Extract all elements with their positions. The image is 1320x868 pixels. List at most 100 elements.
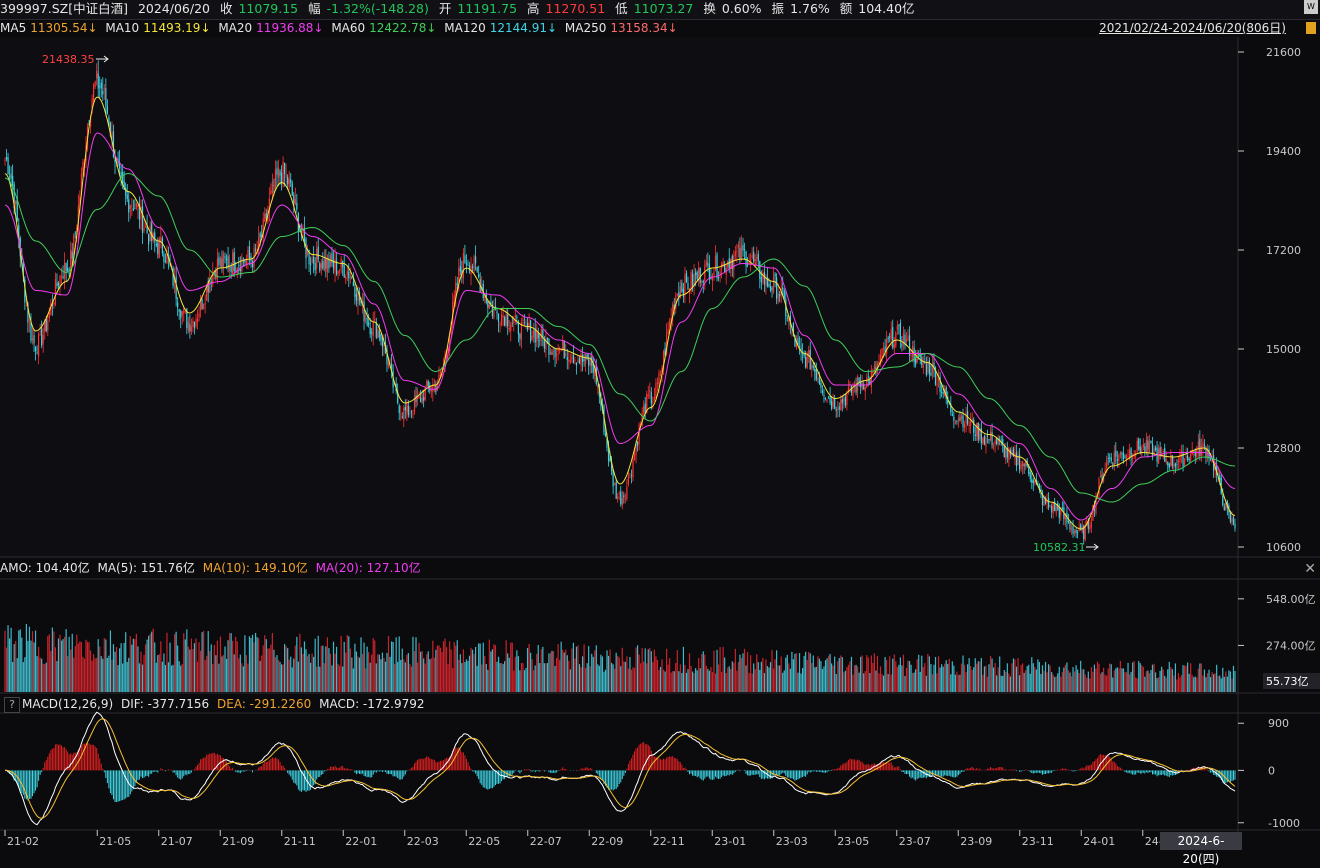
lock-icon[interactable] (1306, 22, 1316, 34)
candle (59, 274, 61, 296)
amo-bar (733, 662, 735, 692)
amo-bar (719, 647, 721, 692)
candle (873, 361, 876, 374)
kline-chart[interactable]: 21600 19400 17200 15000 12800 10600 548.00亿 274… (0, 0, 1320, 850)
amo-bar (852, 674, 854, 692)
amo-bar (50, 650, 52, 692)
candle (627, 470, 630, 487)
candle (1070, 524, 1073, 535)
amo-bar (1188, 673, 1190, 692)
window-corner-icon[interactable]: W (1304, 0, 1318, 14)
amo-bar (85, 639, 87, 692)
amo-bar (441, 652, 443, 692)
amo-bar (1206, 673, 1209, 692)
amo-bar (1073, 671, 1076, 692)
amo-bar (204, 660, 206, 692)
help-icon[interactable]: ? (4, 697, 20, 713)
candle (1092, 504, 1094, 521)
candle (716, 252, 718, 282)
candle (847, 379, 850, 395)
dif-line (4, 711, 1236, 826)
amo-bar (979, 661, 981, 692)
amo-bar (598, 665, 600, 692)
candle (843, 393, 845, 409)
amo-bar (594, 650, 596, 692)
candle (33, 329, 35, 353)
amo-bar (1167, 669, 1169, 692)
amo-bar (846, 667, 848, 692)
amo-bar (592, 656, 594, 692)
amo-bar (144, 644, 147, 692)
amo-bar (797, 672, 799, 692)
candle (785, 290, 787, 326)
amo-bar (1211, 672, 1213, 692)
candle (355, 287, 358, 307)
amo-bar (805, 651, 807, 692)
candle (643, 400, 645, 416)
amo-ma10: MA(10): 149.10亿 (202, 561, 308, 575)
amo-bar (25, 623, 27, 692)
amo-bar (445, 647, 448, 692)
candle (201, 295, 203, 311)
amo-bar (919, 671, 921, 692)
amo-bar (1141, 665, 1143, 692)
candle (817, 370, 819, 384)
candle (164, 253, 167, 264)
candle (309, 256, 312, 275)
candle (629, 472, 631, 479)
amo-bar (942, 666, 944, 692)
candle (887, 335, 889, 344)
amo-ma20: MA(20): 127.10亿 (315, 561, 421, 575)
amo-bar (595, 645, 597, 692)
amo-bar (1063, 667, 1065, 692)
candle (1200, 438, 1202, 462)
amo-bar (768, 667, 770, 692)
amo-bar (771, 649, 773, 692)
amo-bar (366, 646, 368, 692)
amo-bar (525, 667, 527, 692)
amo-bar (1067, 670, 1070, 692)
candle (279, 169, 281, 185)
candle (475, 245, 477, 271)
candle (650, 387, 652, 410)
candle (144, 222, 147, 229)
amo-bar (7, 625, 9, 692)
amo-bar (213, 645, 215, 692)
amo-bar (155, 662, 157, 692)
candle (1168, 462, 1170, 471)
amo-bar (328, 648, 330, 692)
amo-bar (757, 662, 759, 692)
amo-bar (406, 654, 408, 692)
amo-bar (345, 652, 347, 692)
candle (354, 281, 356, 305)
amo-bar (896, 666, 898, 692)
amo-bar (174, 634, 176, 692)
amo-bar (254, 632, 257, 692)
candle (889, 332, 891, 343)
candle (1049, 504, 1051, 508)
candle (105, 78, 107, 117)
candle (56, 273, 58, 289)
amo-bar (114, 651, 116, 692)
date-range-selector[interactable]: 2021/02/24-2024/06/20(806日) (1099, 21, 1286, 35)
amo-bar (658, 670, 660, 692)
candle (928, 357, 931, 382)
amo-bar (395, 637, 397, 692)
amo-bar (209, 650, 211, 692)
amo-bar (601, 656, 604, 692)
candle (698, 261, 700, 287)
candle (769, 280, 772, 293)
candle (53, 302, 55, 310)
symbol-label[interactable]: 399997.SZ[中证白酒] (0, 1, 128, 16)
amo-bar (1113, 670, 1115, 692)
amo-bar (542, 646, 544, 692)
candle (1167, 461, 1169, 473)
candle (293, 191, 295, 213)
candle (861, 374, 863, 391)
candle (175, 266, 177, 307)
amo-bar (392, 641, 394, 692)
amo-bar (708, 670, 710, 692)
candle (762, 269, 764, 285)
close-indicator-icon[interactable]: ✕ (1304, 561, 1316, 577)
amo-bar (621, 647, 623, 692)
